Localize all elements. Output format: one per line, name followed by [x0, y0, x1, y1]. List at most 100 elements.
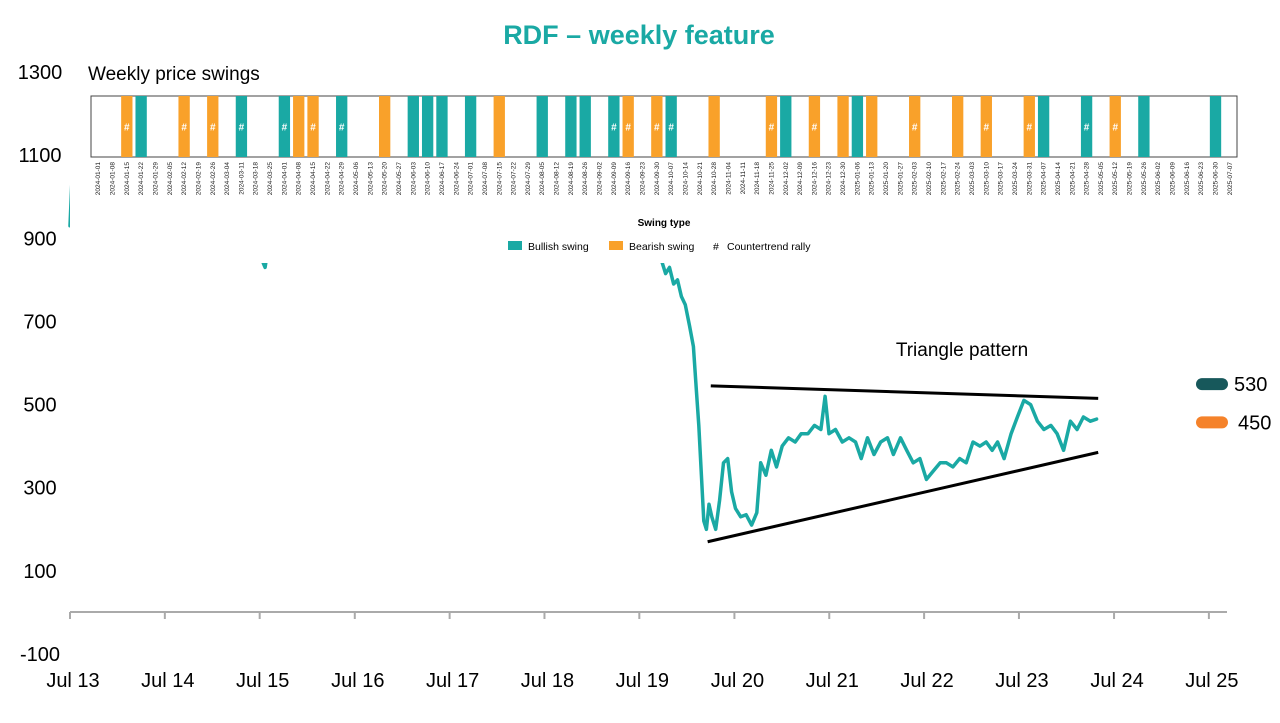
swing-date-label: 2024-08-05	[539, 162, 546, 196]
bullish-swing-bar	[665, 96, 677, 157]
x-tick-label: Jul 22	[900, 670, 953, 692]
x-tick-label: Jul 16	[331, 670, 384, 692]
swing-date-label: 2024-01-01	[95, 162, 102, 196]
swing-date-label: 2024-02-05	[167, 162, 174, 196]
swing-date-labels: 2024-01-01 2024-01-08 2024-01-15 2024-01-22…	[95, 162, 1234, 196]
x-tick-label: Jul 17	[426, 670, 479, 692]
swing-date-label: 2025-03-03	[969, 162, 976, 196]
bullish-swing-bar	[336, 96, 348, 157]
swing-date-label: 2024-06-24	[453, 162, 460, 196]
bearish-swing-bar	[708, 96, 720, 157]
swing-bars: # # # # # # # # # # # # # # # # # #	[121, 96, 1222, 157]
swing-date-label: 2025-05-12	[1112, 162, 1119, 196]
swing-date-label: 2025-02-03	[912, 162, 919, 196]
bullish-swing-bar	[421, 96, 434, 157]
x-tick-label: Jul 23	[995, 670, 1048, 692]
swing-inset-title: Weekly price swings	[88, 64, 260, 85]
bearish-swing-bar	[207, 96, 219, 157]
swing-date-label: 2024-04-01	[281, 162, 288, 196]
countertrend-marker: #	[769, 123, 775, 134]
swing-date-label: 2024-07-08	[482, 162, 489, 196]
bullish-swing-bar	[1080, 96, 1093, 157]
swing-date-label: 2025-05-26	[1141, 162, 1148, 196]
swing-date-label: 2024-09-30	[654, 162, 661, 196]
x-tick-label: Jul 20	[711, 670, 764, 692]
countertrend-marker: #	[339, 123, 345, 134]
x-axis: Jul 13 Jul 14 Jul 15 Jul 16 Jul 17 Jul 18 Jul …	[46, 611, 1239, 692]
swing-date-label: 2024-10-21	[697, 162, 704, 196]
bearish-swing-bar	[493, 96, 505, 157]
bullish-swing-bar	[579, 96, 591, 157]
bearish-swing-bar	[1109, 96, 1121, 157]
bearish-swing-bar	[622, 96, 634, 157]
swing-date-label: 2024-07-22	[511, 162, 518, 196]
x-tick-label: Jul 19	[616, 670, 669, 692]
swing-date-label: 2024-12-23	[826, 162, 833, 196]
y-tick-label: -100	[20, 644, 60, 666]
bullish-swing-bar	[536, 96, 548, 157]
y-tick-label: 1300	[18, 62, 63, 84]
bullish-swing-bar	[135, 96, 147, 157]
swing-date-label: 2024-04-22	[324, 162, 331, 196]
swing-date-label: 2024-05-06	[353, 162, 360, 196]
swing-date-label: 2024-06-03	[410, 162, 417, 196]
countertrend-marker: #	[239, 123, 245, 134]
swing-date-label: 2024-03-04	[224, 162, 231, 196]
swing-date-label: 2025-04-14	[1055, 162, 1062, 196]
swing-date-label: 2024-03-18	[253, 162, 260, 196]
swing-date-label: 2024-05-20	[382, 162, 389, 196]
bearish-swing-bar	[866, 96, 878, 157]
bearish-swing-bar	[307, 96, 319, 157]
swing-date-label: 2025-04-28	[1084, 162, 1091, 196]
swing-date-label: 2024-06-10	[425, 162, 432, 196]
swing-date-label: 2025-04-21	[1069, 162, 1076, 196]
bearish-swing-bar	[765, 96, 778, 157]
countertrend-marker: #	[310, 123, 316, 134]
swing-date-label: 2025-01-20	[883, 162, 890, 196]
bearish-swing-bar	[980, 96, 992, 157]
bullish-swing-bar	[278, 96, 291, 157]
countertrend-marker: #	[668, 123, 674, 134]
legend-bearish-swatch	[609, 241, 623, 250]
swing-date-label: 2025-05-05	[1098, 162, 1105, 196]
swing-legend: Bullish swing Bearish swing # Countertre…	[508, 241, 811, 253]
chart-title: RDF – weekly feature	[503, 20, 775, 50]
swing-date-label: 2024-05-27	[396, 162, 403, 196]
bullish-swing-bar	[235, 96, 248, 157]
swing-date-label: 2024-11-04	[725, 162, 732, 195]
swing-date-label: 2025-06-23	[1198, 162, 1205, 196]
swing-axis-title: Swing type	[638, 218, 691, 229]
swing-date-label: 2025-01-13	[869, 162, 876, 196]
triangle-pattern-label: Triangle pattern	[896, 340, 1028, 361]
bearish-swing-bar	[121, 96, 133, 157]
countertrend-marker: #	[625, 123, 631, 134]
swing-date-label: 2024-07-29	[525, 162, 532, 196]
countertrend-marker: #	[654, 123, 660, 134]
swing-date-label: 2025-06-16	[1184, 162, 1191, 196]
bearish-swing-bar	[837, 96, 849, 157]
swing-date-label: 2024-10-28	[711, 162, 718, 196]
swing-date-label: 2025-05-19	[1127, 162, 1134, 196]
swing-date-label: 2024-04-08	[296, 162, 303, 196]
swing-date-label: 2025-06-30	[1213, 162, 1220, 196]
legend-countertrend-marker: #	[713, 241, 719, 253]
countertrend-marker: #	[210, 123, 216, 134]
swing-date-label: 2025-06-09	[1170, 162, 1177, 196]
x-tick-label: Jul 24	[1090, 670, 1143, 692]
swing-date-label: 2025-03-24	[1012, 162, 1019, 196]
swing-date-label: 2025-06-02	[1155, 162, 1162, 196]
swing-date-label: 2024-12-16	[811, 162, 818, 196]
x-tick-label: Jul 13	[46, 670, 99, 692]
trendline	[707, 450, 1099, 544]
swing-date-label: 2025-07-07	[1227, 162, 1234, 196]
bullish-swing-bar	[780, 96, 792, 157]
countertrend-marker: #	[611, 123, 617, 134]
swing-date-label: 2024-01-08	[109, 162, 116, 196]
swing-date-label: 2024-08-26	[582, 162, 589, 196]
bullish-swing-bar	[1209, 96, 1222, 157]
swing-date-label: 2024-01-22	[138, 162, 145, 196]
bullish-swing-bar	[407, 96, 419, 157]
end-value-markers: 530 450	[1196, 374, 1271, 434]
x-tick-label: Jul 15	[236, 670, 289, 692]
swing-date-label: 2024-01-15	[124, 162, 131, 196]
